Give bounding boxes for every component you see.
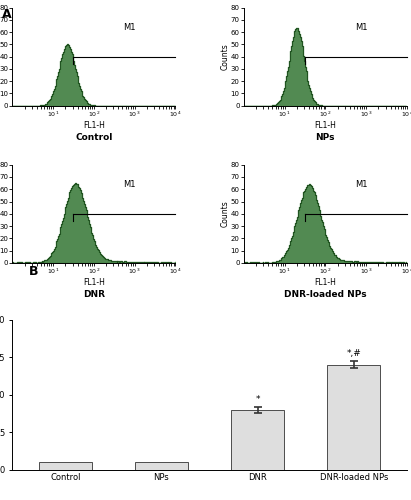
Text: M1: M1 xyxy=(123,22,136,32)
Bar xyxy=(231,410,284,470)
Text: *: * xyxy=(256,396,260,404)
X-axis label: FL1-H: FL1-H xyxy=(83,120,105,130)
Text: A: A xyxy=(2,8,12,20)
Title: Control: Control xyxy=(75,134,113,142)
X-axis label: FL1-H: FL1-H xyxy=(314,278,336,287)
Y-axis label: Counts: Counts xyxy=(220,43,229,70)
Text: B: B xyxy=(29,265,38,278)
Text: M1: M1 xyxy=(123,180,136,189)
Text: M1: M1 xyxy=(355,22,367,32)
Title: DNR-loaded NPs: DNR-loaded NPs xyxy=(284,290,367,300)
Bar xyxy=(39,462,92,470)
Y-axis label: Counts: Counts xyxy=(220,200,229,227)
X-axis label: FL1-H: FL1-H xyxy=(314,120,336,130)
Bar xyxy=(328,365,381,470)
Title: NPs: NPs xyxy=(316,134,335,142)
Bar xyxy=(135,462,188,470)
Text: *,#: *,# xyxy=(346,350,361,358)
Text: M1: M1 xyxy=(355,180,367,189)
X-axis label: FL1-H: FL1-H xyxy=(83,278,105,287)
Title: DNR: DNR xyxy=(83,290,105,300)
